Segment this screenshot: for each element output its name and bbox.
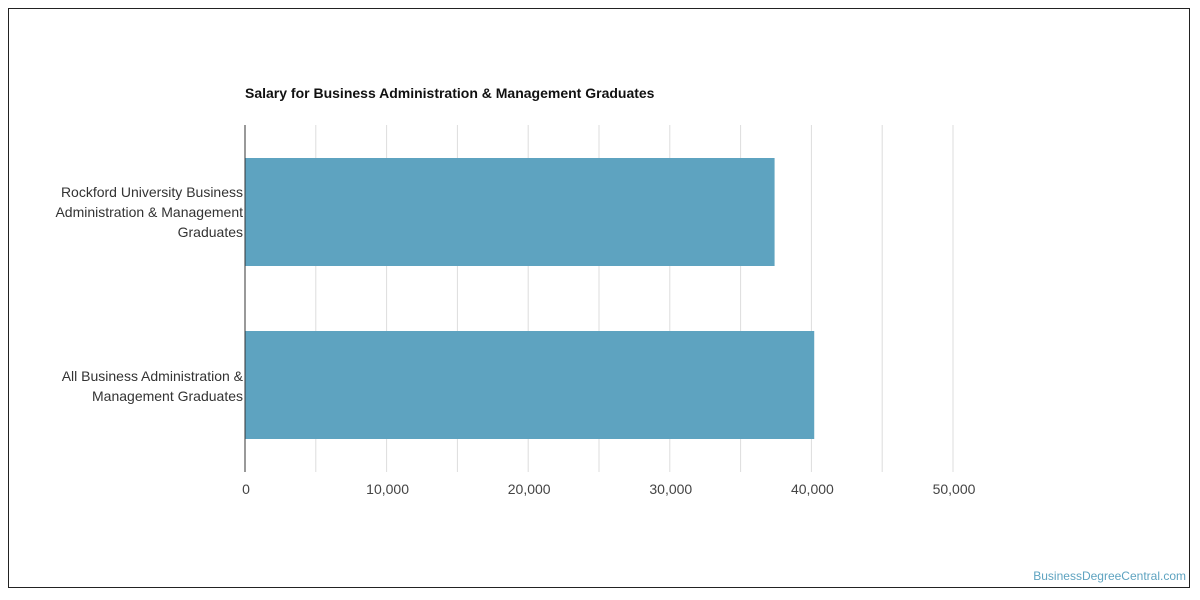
bar-0[interactable] <box>245 158 775 266</box>
category-label-rockford: Rockford University Business Administrat… <box>55 184 243 240</box>
x-tick-label: 30,000 <box>649 481 693 497</box>
x-tick-label: 20,000 <box>507 481 551 497</box>
source-watermark[interactable]: BusinessDegreeCentral.com <box>1033 569 1186 583</box>
category-label-all: All Business Administration & Management… <box>61 368 243 404</box>
bar-1[interactable] <box>245 331 815 439</box>
x-tick-label: 10,000 <box>366 481 410 497</box>
x-tick-label: 40,000 <box>790 481 834 497</box>
x-tick-label: 0 <box>242 481 250 497</box>
x-tick-label: 50,000 <box>932 481 976 497</box>
bars <box>245 158 815 439</box>
chart-title: Salary for Business Administration & Man… <box>245 85 655 101</box>
